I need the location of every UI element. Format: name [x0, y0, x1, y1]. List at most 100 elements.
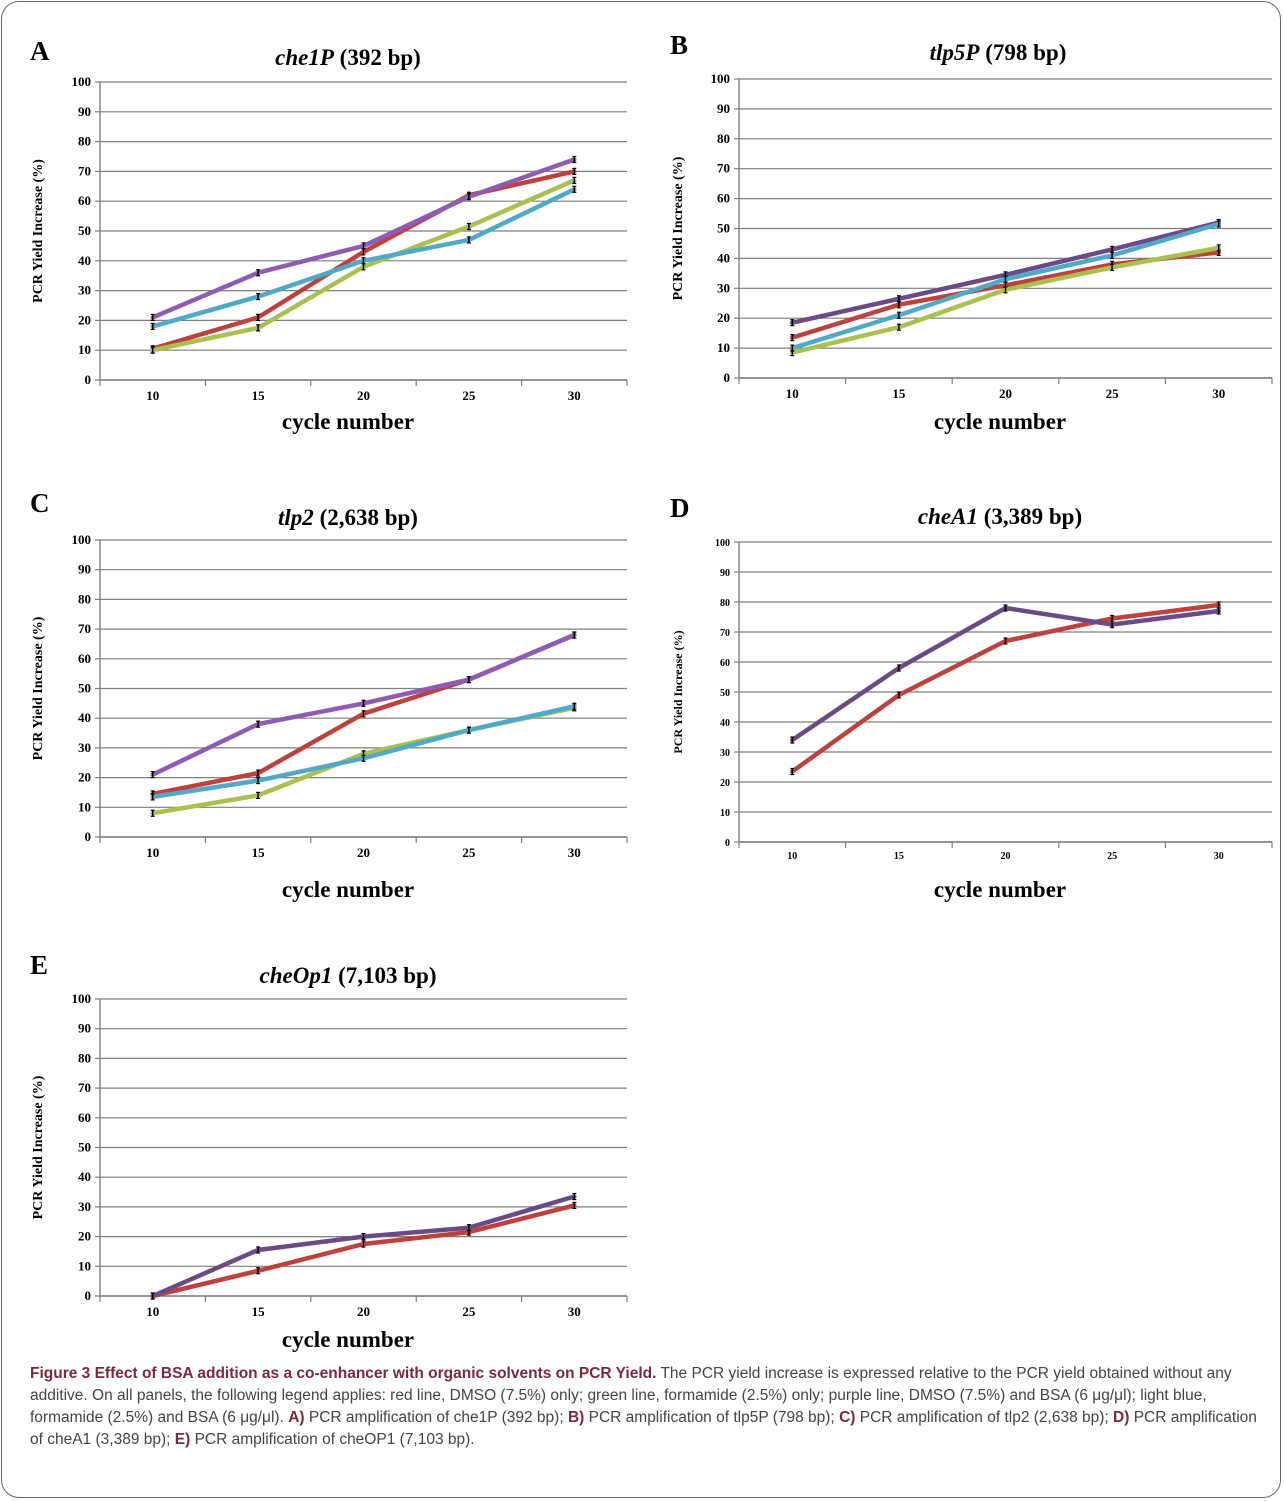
chart-title-gene: che1P	[275, 45, 335, 70]
series-line-green	[790, 245, 1221, 355]
y-tick-label: 20	[720, 778, 730, 789]
y-tick-label: 50	[78, 681, 91, 696]
y-axis-label: PCR Yield Increase (%)	[671, 156, 686, 300]
panel-letter: D	[670, 493, 690, 523]
y-tick-label: 90	[78, 104, 91, 119]
series-line-red	[150, 1203, 577, 1299]
chart-title: cheOp1 (7,103 bp)	[260, 963, 437, 988]
y-tick-label: 0	[724, 370, 731, 385]
y-tick-label: 100	[72, 74, 92, 89]
y-tick-label: 90	[720, 568, 730, 579]
y-tick-label: 100	[72, 991, 92, 1006]
y-tick-label: 10	[717, 340, 730, 355]
panel-letter: C	[30, 488, 50, 518]
y-tick-label: 100	[711, 71, 731, 86]
y-tick-label: 30	[78, 1199, 91, 1214]
x-tick-label: 20	[357, 845, 370, 860]
y-axis-label: PCR Yield Increase (%)	[31, 1075, 46, 1219]
y-tick-label: 0	[85, 372, 92, 387]
chart-title: tlp2 (2,638 bp)	[278, 505, 418, 530]
y-tick-label: 50	[78, 1140, 91, 1155]
y-tick-label: 30	[717, 280, 730, 295]
y-tick-label: 60	[720, 658, 730, 669]
caption-b-tag: B)	[567, 1409, 585, 1426]
x-tick-label: 20	[357, 1304, 370, 1319]
chart-title: tlp5P (798 bp)	[930, 40, 1067, 65]
y-tick-label: 10	[78, 342, 91, 357]
x-tick-label: 30	[1214, 851, 1224, 862]
x-tick-label: 25	[462, 845, 476, 860]
x-tick-label: 10	[787, 851, 797, 862]
y-tick-label: 80	[717, 131, 730, 146]
caption-title: Figure 3 Effect of BSA addition as a co-…	[30, 1365, 657, 1382]
x-tick-label: 20	[999, 386, 1012, 401]
caption-c-tag: C)	[839, 1409, 856, 1426]
x-tick-label: 10	[146, 1304, 159, 1319]
y-tick-label: 60	[717, 191, 730, 206]
y-tick-label: 60	[78, 193, 91, 208]
x-tick-label: 15	[894, 851, 904, 862]
series-line-purple	[150, 157, 577, 320]
y-tick-label: 60	[78, 651, 91, 666]
chart-title-gene: tlp5P	[930, 40, 981, 65]
y-tick-label: 0	[725, 838, 730, 849]
y-tick-label: 20	[78, 1229, 91, 1244]
x-tick-label: 15	[892, 386, 906, 401]
chart-title: che1P (392 bp)	[275, 45, 421, 70]
x-tick-label: 25	[462, 1304, 476, 1319]
y-tick-label: 90	[78, 562, 91, 577]
caption-intro: The PCR yield increase is expressed rela…	[30, 1365, 1232, 1426]
x-tick-label: 30	[568, 388, 581, 403]
x-axis-label: cycle number	[282, 877, 414, 902]
chart-title-size: (798 bp)	[979, 40, 1066, 65]
y-tick-label: 10	[720, 808, 730, 819]
y-tick-label: 0	[85, 829, 92, 844]
chart-title-gene: cheOp1	[260, 963, 333, 988]
series-line-dark_purple	[790, 605, 1221, 743]
y-tick-label: 70	[717, 161, 730, 176]
y-tick-label: 40	[717, 250, 730, 265]
x-tick-label: 10	[786, 386, 799, 401]
panel-letter: E	[30, 950, 48, 980]
y-tick-label: 30	[720, 748, 730, 759]
y-tick-label: 100	[72, 532, 92, 547]
x-tick-label: 25	[1107, 851, 1117, 862]
y-axis-label: PCR Yield Increase (%)	[671, 630, 685, 753]
y-tick-label: 10	[78, 799, 91, 814]
x-axis-label: cycle number	[934, 409, 1066, 434]
y-tick-label: 100	[715, 538, 730, 549]
x-tick-label: 30	[568, 845, 581, 860]
y-tick-label: 80	[78, 134, 91, 149]
x-tick-label: 15	[252, 845, 266, 860]
x-tick-label: 25	[462, 388, 476, 403]
chart-title-size: (392 bp)	[334, 45, 421, 70]
y-tick-label: 70	[720, 628, 730, 639]
caption-c-text: PCR amplification of tlp2 (2,638 bp);	[859, 1409, 1109, 1426]
y-tick-label: 40	[78, 710, 91, 725]
chart-title-size: (3,389 bp)	[978, 504, 1082, 529]
y-tick-label: 20	[78, 312, 91, 327]
x-tick-label: 30	[1212, 386, 1225, 401]
y-tick-label: 70	[78, 621, 91, 636]
y-tick-label: 60	[78, 1110, 91, 1125]
x-axis-label: cycle number	[934, 877, 1066, 902]
y-tick-label: 40	[720, 718, 730, 729]
x-tick-label: 10	[146, 845, 159, 860]
caption-d-tag: D)	[1113, 1409, 1130, 1426]
y-tick-label: 30	[78, 740, 91, 755]
x-tick-label: 15	[252, 1304, 266, 1319]
y-tick-label: 70	[78, 163, 91, 178]
y-tick-label: 20	[78, 770, 91, 785]
caption-b-text: PCR amplification of tlp5P (798 bp);	[588, 1409, 835, 1426]
y-tick-label: 50	[720, 688, 730, 699]
y-tick-label: 90	[717, 101, 730, 116]
y-tick-label: 40	[78, 1169, 91, 1184]
chart-title-gene: cheA1	[918, 504, 978, 529]
x-axis-label: cycle number	[282, 409, 414, 434]
x-tick-label: 15	[252, 388, 266, 403]
